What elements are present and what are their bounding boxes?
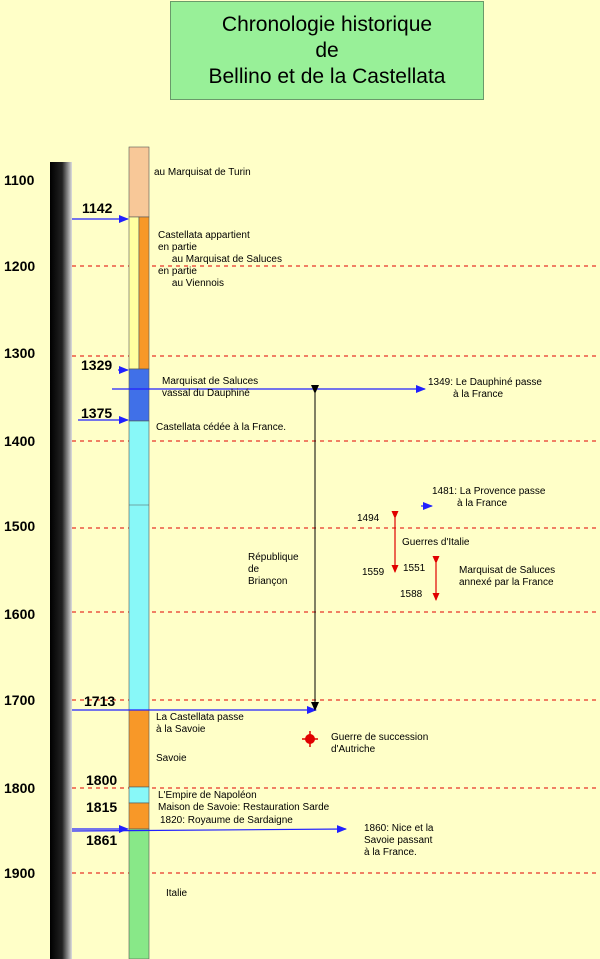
year-marker-1713: 1713 (84, 693, 116, 709)
segment-saluces-part (138, 216, 150, 370)
label-cedee-france: Castellata cédée à la France. (156, 422, 287, 433)
red-arrows (391, 511, 440, 601)
tick-1100: 1100 (4, 172, 35, 188)
year-marker-1329: 1329 (81, 357, 113, 373)
segment-saluces-vassal (128, 368, 150, 422)
label-saluces-annexe: Marquisat de Saluces annexé par la Franc… (459, 565, 556, 588)
tick-1700: 1700 (4, 692, 36, 708)
period-column (128, 146, 150, 959)
label-1494: 1494 (357, 513, 380, 524)
segment-savoie (128, 709, 150, 788)
label-savoie: Savoie (156, 753, 187, 764)
segment-restauration (128, 802, 150, 830)
label-1551: 1551 (403, 563, 426, 574)
label-empire: L'Empire de Napoléon (158, 790, 257, 801)
label-italie: Italie (166, 888, 188, 899)
tick-1200: 1200 (4, 258, 36, 274)
arrow-1860 (71, 825, 347, 834)
segment-italie (128, 828, 150, 959)
tick-1300: 1300 (4, 345, 36, 361)
label-1588: 1588 (400, 589, 423, 600)
segment-france (128, 420, 150, 711)
time-axis-bar (50, 162, 72, 959)
label-restauration: Maison de Savoie: Restauration Sarde (158, 802, 330, 813)
label-turin: au Marquisat de Turin (154, 167, 251, 178)
label-1481-provence: 1481: La Provence passe à la France (432, 486, 546, 509)
label-1559: 1559 (362, 567, 385, 578)
tick-1900: 1900 (4, 865, 36, 881)
segment-turin (128, 146, 150, 218)
tick-1600: 1600 (4, 606, 36, 622)
year-marker-1375: 1375 (81, 405, 113, 421)
title-line-2: de (315, 38, 339, 62)
segment-empire (128, 786, 150, 804)
title-line-1: Chronologie historique (221, 12, 433, 36)
tick-1400: 1400 (4, 433, 36, 449)
year-marker-1800: 1800 (86, 772, 118, 788)
year-marker-1861: 1861 (86, 832, 118, 848)
label-saluces-vassal: Marquisat de Saluces vassal du Dauphiné (162, 376, 259, 399)
label-sardaigne: 1820: Royaume de Sardaigne (160, 815, 293, 826)
label-succession-autriche: Guerre de succession d'Autriche (331, 732, 429, 755)
succession-war-marker (302, 731, 318, 747)
segment-viennois (128, 216, 140, 370)
year-marker-1815: 1815 (86, 799, 118, 815)
label-republique-briancon: République de Briançon (248, 552, 299, 587)
label-savoie-passe: La Castellata passe à la Savoie (156, 712, 244, 735)
tick-1500: 1500 (4, 518, 36, 534)
label-1860-nice-savoie: 1860: Nice et la Savoie passant à la Fra… (364, 823, 434, 858)
year-arrows (71, 215, 433, 834)
gridlines (72, 265, 600, 874)
tick-1800: 1800 (4, 780, 36, 796)
title-line-3: Bellino et de la Castellata (208, 64, 446, 88)
label-1349-dauphine: 1349: Le Dauphiné passe à la France (428, 377, 542, 400)
label-partagee: Castellata appartient en partie au Marqu… (158, 230, 282, 289)
title-box: Chronologie historique de Bellino et de … (170, 1, 484, 100)
year-marker-1142: 1142 (82, 200, 113, 216)
label-guerres-italie: Guerres d'Italie (402, 537, 470, 548)
